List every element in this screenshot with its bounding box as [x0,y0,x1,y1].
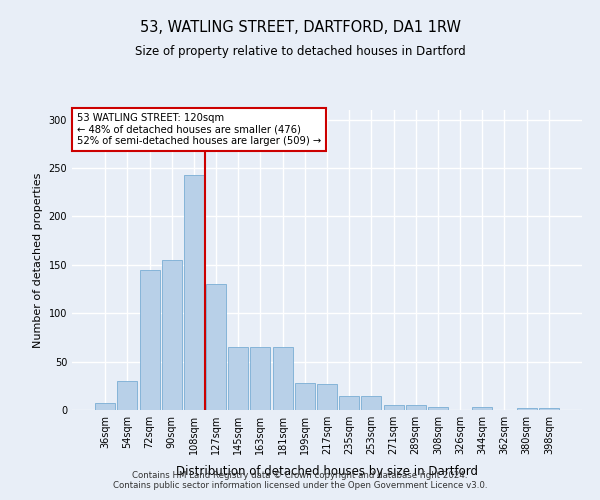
Bar [250,347,271,410]
X-axis label: Distribution of detached houses by size in Dartford: Distribution of detached houses by size … [176,466,478,478]
Bar [317,384,337,410]
Bar [184,175,204,410]
Bar [406,405,426,410]
Bar [383,405,404,410]
Bar [272,347,293,410]
Bar [206,284,226,410]
Bar [339,396,359,410]
Y-axis label: Number of detached properties: Number of detached properties [33,172,43,348]
Bar [162,260,182,410]
Text: Size of property relative to detached houses in Dartford: Size of property relative to detached ho… [134,45,466,58]
Bar [517,408,536,410]
Bar [228,347,248,410]
Bar [361,396,382,410]
Text: 53, WATLING STREET, DARTFORD, DA1 1RW: 53, WATLING STREET, DARTFORD, DA1 1RW [139,20,461,35]
Bar [539,408,559,410]
Text: 53 WATLING STREET: 120sqm
← 48% of detached houses are smaller (476)
52% of semi: 53 WATLING STREET: 120sqm ← 48% of detac… [77,113,322,146]
Bar [118,381,137,410]
Text: Contains HM Land Registry data © Crown copyright and database right 2024.
Contai: Contains HM Land Registry data © Crown c… [113,470,487,490]
Bar [140,270,160,410]
Bar [472,407,492,410]
Bar [95,403,115,410]
Bar [295,383,315,410]
Bar [428,407,448,410]
